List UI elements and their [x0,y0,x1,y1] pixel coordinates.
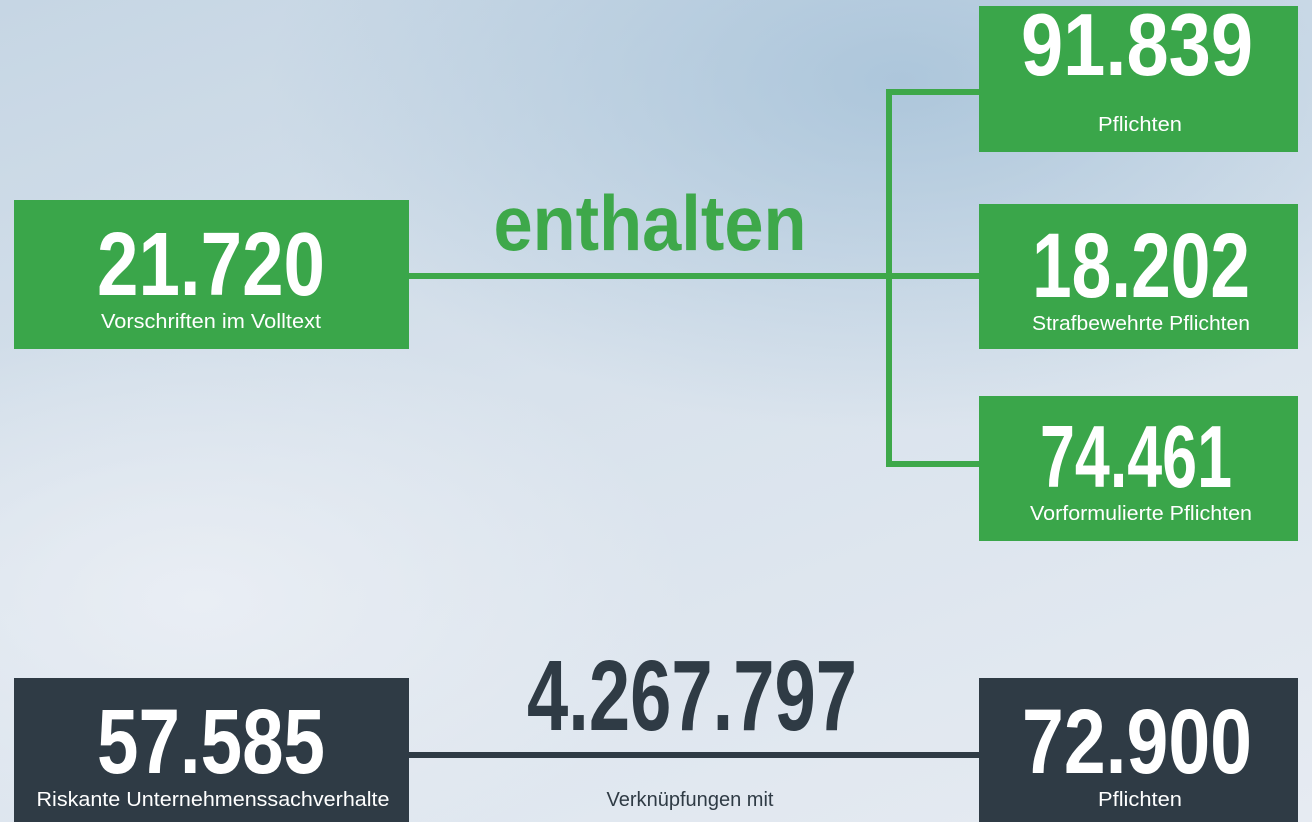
body: 21.720 Vorschriften im Volltext enthalte… [0,0,1312,822]
number: 18.202 [1032,215,1250,317]
label: Pflichten [1098,789,1182,811]
label: Pflichten [1098,114,1182,136]
connector-text: Verknüpfungen mit [607,789,774,811]
connector-line [409,273,979,279]
number: 72.900 [1022,691,1252,793]
number: 21.720 [97,215,325,315]
connector-number: 4.267.797 [527,640,857,752]
connector-line [886,461,979,467]
label: Vorschriften im Volltext [101,311,321,333]
label: Vorformulierte Pflichten [1030,503,1252,525]
number: 74.461 [1040,407,1232,506]
label: Strafbewehrte Pflichten [1032,313,1250,335]
page: {"top": { "source": {"number": "21.720",… [0,0,1312,822]
connector-line [409,752,979,758]
number: 91.839 [1021,0,1253,94]
label: Riskante Unternehmenssachverhalte [37,789,390,811]
number: 57.585 [97,691,325,793]
connector-line [886,89,979,95]
connector-line [886,89,892,467]
connector-text: enthalten [494,179,807,267]
connectors-top [409,89,979,467]
infographic: 21.720 Vorschriften im Volltext enthalte… [0,0,1312,822]
